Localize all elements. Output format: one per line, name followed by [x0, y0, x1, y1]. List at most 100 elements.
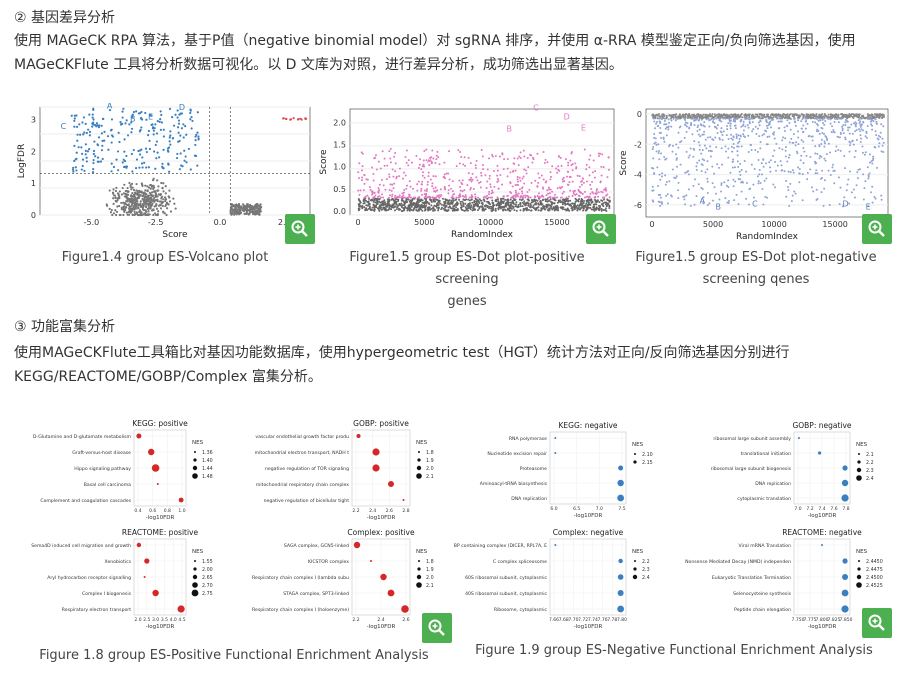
- zoom-button-fig5[interactable]: [862, 608, 892, 638]
- dot-grey: [478, 205, 481, 208]
- dot-negative: [727, 138, 730, 141]
- dot-positive: [572, 192, 575, 195]
- dot-grey: [502, 197, 505, 200]
- dot-grey: [670, 114, 673, 117]
- dot-positive: [469, 186, 472, 189]
- dot-grey: [452, 209, 455, 212]
- dot-negative: [701, 133, 704, 136]
- dot-grey: [596, 200, 599, 203]
- dot-negative: [663, 119, 666, 122]
- dot-negative: [815, 188, 818, 191]
- volcano-point-negative: [159, 128, 162, 131]
- dot-negative: [868, 161, 871, 164]
- dot-positive: [560, 196, 563, 199]
- dot-grey: [608, 206, 611, 209]
- dot-grey: [432, 209, 435, 212]
- dot-positive: [583, 190, 586, 193]
- volcano-point-negative: [70, 114, 73, 117]
- dot-negative: [684, 123, 687, 126]
- dot-negative: [657, 124, 660, 127]
- volcano-point-ns: [120, 193, 124, 196]
- dot-grey: [594, 199, 597, 202]
- dot-negative: [827, 117, 830, 120]
- dot-grey: [773, 114, 776, 117]
- dot-grey: [527, 204, 530, 207]
- dot-positive: [419, 158, 422, 161]
- dot-grey: [362, 199, 365, 202]
- dot-positive: [402, 194, 405, 197]
- dot-grey: [586, 204, 589, 207]
- volcano-point-ns: [150, 209, 154, 212]
- term-label: SAGA complex, GCN5-linked: [284, 543, 349, 549]
- volcano-point-negative: [95, 122, 99, 125]
- term-label: cytoplasmic translation: [737, 496, 791, 502]
- dot-negative: [720, 183, 723, 186]
- dot-negative: [786, 119, 789, 122]
- volcano-point-negative: [145, 166, 148, 169]
- dot-positive: [567, 164, 570, 167]
- dot-negative: [835, 145, 838, 148]
- caption-line: Figure1.5 group ES-Dot plot-negative: [635, 250, 877, 265]
- dot-positive: [464, 164, 467, 167]
- volcano-point-ns: [249, 210, 252, 214]
- dot-positive: [379, 167, 382, 170]
- dot-negative: [868, 172, 871, 175]
- negative-enrichment-figure[interactable]: KEGG: negative 6.0 6.5 7.0 7.5 RNA polymerase…: [454, 415, 902, 637]
- dot-positive: [547, 196, 550, 199]
- positive-enrichment-figure[interactable]: KEGG: positive 0.4 0.6 0.8 1.0 D-Glutamine an…: [14, 415, 454, 641]
- dot-negative: [879, 136, 882, 139]
- dot-plot-negative-figure[interactable]: A B C D E 0 5000 10000 15000 0 -2 -4 -6 RandomIndex Sc…: [618, 103, 902, 245]
- y-tick-label: -4: [634, 171, 642, 180]
- dot-positive: [516, 178, 519, 181]
- x-axis-label: -log10FDR: [574, 513, 603, 519]
- dot-positive: [591, 171, 594, 174]
- dot-grey: [540, 207, 543, 210]
- dot-positive: [363, 182, 366, 185]
- dot-negative: [865, 136, 868, 139]
- dot-negative: [871, 201, 874, 204]
- volcano-point-negative: [177, 131, 180, 134]
- term-label: Aryl hydrocarbon receptor signalling: [47, 575, 131, 581]
- dot-negative: [706, 204, 709, 207]
- dot-positive: [447, 192, 450, 195]
- dot-grey: [657, 113, 660, 116]
- volcano-point-ns: [164, 196, 167, 199]
- volcano-point-negative: [103, 130, 106, 133]
- zoom-button-fig4[interactable]: [422, 613, 452, 643]
- volcano-point-ns: [108, 207, 111, 210]
- dot-grey: [523, 208, 526, 211]
- dot-negative: [822, 204, 825, 207]
- volcano-point-negative: [161, 162, 164, 165]
- dot-negative: [690, 123, 693, 126]
- zoom-button-fig3[interactable]: [862, 214, 892, 244]
- dot-positive: [404, 196, 407, 199]
- volcano-point-ns: [143, 201, 146, 204]
- dot-negative: [720, 182, 723, 185]
- dot-positive: [357, 171, 360, 174]
- volcano-point-negative: [101, 144, 104, 147]
- dot-negative: [817, 124, 820, 127]
- volcano-point-negative: [84, 153, 87, 156]
- dot-negative: [655, 122, 658, 125]
- zoom-button-fig1[interactable]: [285, 214, 315, 244]
- dot-negative: [868, 153, 871, 156]
- dot-positive: [383, 164, 386, 167]
- dot-grey: [469, 205, 472, 208]
- dot-positive: [496, 164, 499, 167]
- dot-grey: [478, 207, 481, 210]
- legend-dot: [856, 475, 862, 481]
- dot-negative: [851, 132, 854, 135]
- dot-grey: [548, 207, 551, 210]
- legend-dot: [634, 560, 636, 562]
- dot-grey: [394, 198, 397, 201]
- dot-grey: [782, 115, 785, 118]
- dot-positive: [557, 155, 560, 158]
- dot-grey: [720, 113, 723, 116]
- zoom-button-fig2[interactable]: [586, 214, 616, 244]
- dot-grey: [832, 115, 835, 118]
- dot-plot-positive-figure[interactable]: A B C D E 0 5000 10000 15000 0.0 0.5 1.0 1.5 2.0 Rando…: [316, 103, 618, 245]
- dot-negative: [841, 129, 844, 132]
- x-tick-label: 7.70: [568, 617, 578, 623]
